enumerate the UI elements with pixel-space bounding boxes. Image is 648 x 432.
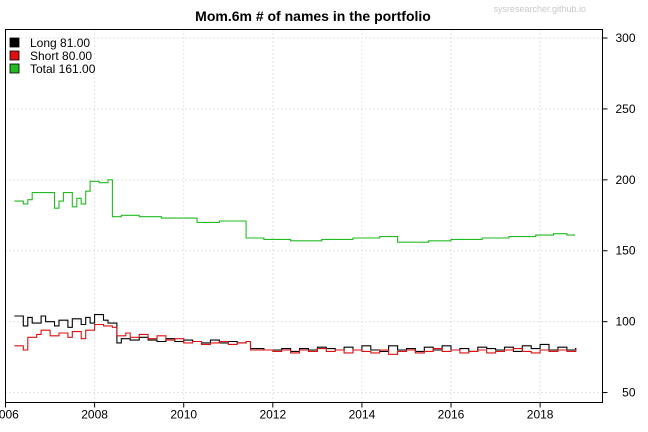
chart-title: Mom.6m # of names in the portfolio (195, 8, 431, 24)
x-tick-label: 2014 (349, 408, 376, 422)
series-line-total (14, 179, 575, 243)
series-line-long (14, 314, 577, 352)
y-tick-label: 300 (615, 31, 635, 45)
x-tick-label: 2010 (170, 408, 197, 422)
x-axis: 2006 2008 2010 2012 2014 2016 2018 (0, 402, 554, 422)
watermark: sysresearcher.github.io (493, 4, 586, 14)
legend-label-long: Long 81.00 (30, 36, 90, 50)
x-tick-label: 2008 (81, 408, 108, 422)
x-tick-label: 2006 (0, 408, 19, 422)
y-axis: 50 100 150 200 250 300 (602, 31, 636, 400)
legend-swatch-total (9, 63, 20, 74)
x-tick-label: 2018 (527, 408, 554, 422)
series-layer (14, 179, 577, 355)
y-tick-label: 50 (622, 386, 636, 400)
y-tick-label: 200 (615, 173, 635, 187)
grid-layer (5, 29, 603, 403)
plot-frame (5, 29, 603, 403)
y-tick-label: 100 (615, 315, 635, 329)
legend-label-short: Short 80.00 (30, 49, 92, 63)
x-tick-label: 2016 (438, 408, 465, 422)
y-tick-label: 150 (615, 244, 635, 258)
y-tick-label: 250 (615, 102, 635, 116)
legend-swatch-long (9, 37, 20, 48)
x-tick-label: 2012 (259, 408, 286, 422)
legend-swatch-short (9, 50, 20, 61)
series-line-short (14, 323, 577, 355)
legend-label-total: Total 161.00 (30, 62, 96, 76)
